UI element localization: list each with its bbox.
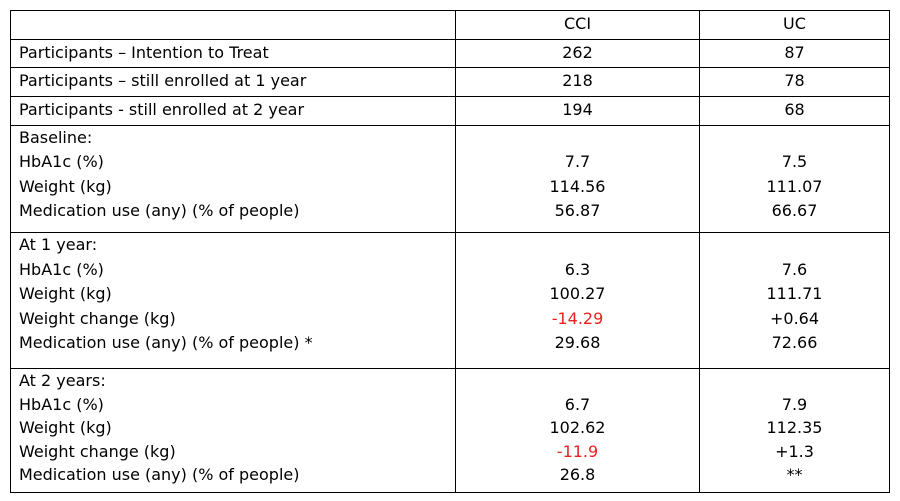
group-heading: At 2 years: xyxy=(19,371,106,391)
blank-line xyxy=(456,233,699,258)
row-label: Participants – still enrolled at 1 year xyxy=(19,71,307,91)
table-row: Participants - still enrolled at 2 year … xyxy=(10,95,890,126)
uc-value: 66.67 xyxy=(771,201,818,221)
cci-value: 100.27 xyxy=(549,284,606,303)
cci-value: 29.68 xyxy=(554,333,601,352)
uc-weight-change-value: +0.64 xyxy=(769,308,820,328)
results-table: CCI UC Participants – Intention to Treat… xyxy=(10,10,890,493)
uc-value: 78 xyxy=(784,71,805,91)
item-label: Weight (kg) xyxy=(19,418,112,438)
item-label: Weight change (kg) xyxy=(19,308,176,328)
year1-group: At 1 year: HbA1c (%) Weight (kg) Weight … xyxy=(10,231,890,370)
cci-value: 102.62 xyxy=(549,418,606,438)
cci-value: 6.7 xyxy=(564,394,591,414)
item-label: Medication use (any) (% of people) xyxy=(19,465,300,485)
uc-value: 7.6 xyxy=(781,259,808,279)
item-label: Weight (kg) xyxy=(19,284,112,303)
cci-value: 194 xyxy=(562,99,593,119)
uc-value: ** xyxy=(786,465,803,485)
cci-weight-change-value: -11.9 xyxy=(556,441,599,461)
group-heading: Baseline: xyxy=(19,127,93,147)
cci-value: 6.3 xyxy=(564,259,591,279)
cci-value: 56.87 xyxy=(554,201,601,221)
item-label: HbA1c (%) xyxy=(19,152,104,172)
uc-value: 7.5 xyxy=(781,152,808,172)
item-label: Medication use (any) (% of people) xyxy=(19,201,300,221)
cci-value: 262 xyxy=(562,42,593,62)
uc-value: 111.07 xyxy=(766,176,823,196)
uc-value: 68 xyxy=(784,99,805,119)
item-label: Weight change (kg) xyxy=(19,441,176,461)
table-row: Participants – still enrolled at 1 year … xyxy=(10,67,890,97)
cci-value: 7.7 xyxy=(564,152,591,172)
uc-value: 111.71 xyxy=(766,284,823,303)
uc-weight-change-value: +1.3 xyxy=(775,441,814,461)
uc-value: 87 xyxy=(784,42,805,62)
cci-value: 114.56 xyxy=(549,176,606,196)
item-label: Medication use (any) (% of people) * xyxy=(19,333,313,352)
uc-value: 72.66 xyxy=(771,333,818,352)
item-label: HbA1c (%) xyxy=(19,394,104,414)
item-label: HbA1c (%) xyxy=(19,259,104,279)
cci-value: 218 xyxy=(562,71,593,91)
header-uc: UC xyxy=(699,10,890,40)
table-row: Participants – Intention to Treat 262 87 xyxy=(10,38,890,69)
row-label: Participants - still enrolled at 2 year xyxy=(19,99,305,119)
year2-group: At 2 years: HbA1c (%) Weight (kg) Weight… xyxy=(10,368,890,493)
blank-line xyxy=(700,233,889,258)
baseline-group: Baseline: HbA1c (%) Weight (kg) Medicati… xyxy=(10,124,890,234)
cci-weight-change-value: -14.29 xyxy=(551,308,604,328)
uc-value: 112.35 xyxy=(766,418,823,438)
item-label: Weight (kg) xyxy=(19,176,112,196)
row-label: Participants – Intention to Treat xyxy=(19,42,269,62)
cci-value: 26.8 xyxy=(559,465,596,485)
group-heading: At 1 year: xyxy=(19,235,98,254)
header-cci: CCI xyxy=(455,10,700,40)
blank-line xyxy=(456,369,699,393)
blank-line xyxy=(700,126,889,151)
header-row: CCI UC xyxy=(10,10,890,40)
blank-line xyxy=(456,126,699,151)
header-empty-cell xyxy=(10,10,456,40)
uc-value: 7.9 xyxy=(781,394,808,414)
blank-line xyxy=(700,369,889,393)
